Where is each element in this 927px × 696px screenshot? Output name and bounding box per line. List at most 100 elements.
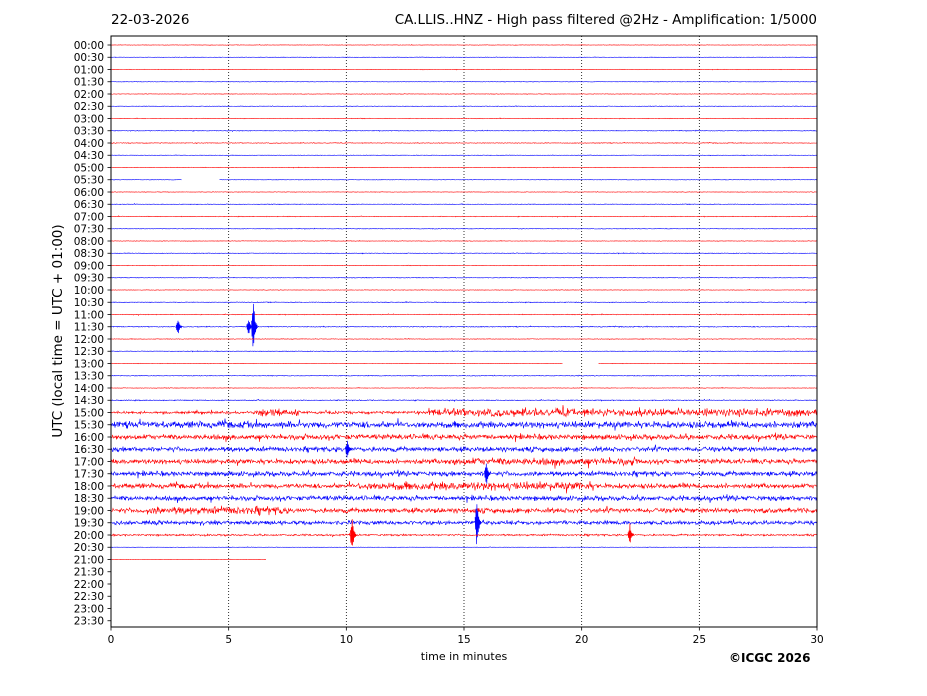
y-tick-label: 08:30	[74, 248, 104, 260]
trace-1230	[110, 350, 818, 353]
x-tick-label: 5	[225, 634, 232, 646]
trace-0400	[110, 141, 818, 144]
trace-1800	[110, 481, 818, 494]
trace-0530	[110, 179, 818, 181]
trace-1200	[110, 338, 818, 341]
trace-2100	[110, 558, 267, 561]
y-axis-label: UTC (local time = UTC + 01:00)	[50, 224, 66, 437]
chart-title: CA.LLIS..HNZ - High pass filtered @2Hz -…	[394, 12, 817, 28]
trace-0330	[110, 129, 818, 133]
trace-1600	[110, 432, 818, 443]
y-tick-label: 18:30	[74, 493, 104, 505]
y-tick-label: 18:00	[74, 481, 104, 493]
y-tick-label: 20:00	[74, 530, 104, 542]
y-tick-label: 10:30	[74, 297, 104, 309]
trace-2030	[110, 546, 818, 549]
y-tick-label: 14:00	[74, 383, 104, 395]
y-tick-label: 08:00	[74, 236, 104, 248]
trace-1100	[110, 313, 818, 316]
trace-2000	[110, 532, 818, 538]
trace-1830	[110, 493, 818, 503]
trace-1430	[110, 398, 818, 403]
trace-0100	[110, 68, 818, 71]
copyright-notice: ©ICGC 2026	[729, 651, 811, 665]
y-tick-label: 03:30	[74, 126, 104, 138]
y-tick-label: 05:00	[74, 162, 104, 174]
trace-1900	[110, 505, 818, 516]
trace-1000	[110, 288, 818, 291]
y-tick-label: 20:30	[74, 542, 104, 554]
seismic-traces	[110, 44, 818, 561]
plot-frame	[110, 35, 818, 628]
trace-0130	[110, 80, 818, 83]
trace-1700	[110, 455, 818, 469]
y-tick-label: 14:30	[74, 395, 104, 407]
y-tick-label: 12:00	[74, 334, 104, 346]
y-tick-label: 15:00	[74, 407, 104, 419]
trace-1300	[110, 362, 818, 365]
y-tick-label: 02:30	[74, 101, 104, 113]
trace-spike	[350, 519, 357, 546]
y-tick-label: 04:00	[74, 138, 104, 150]
y-tick-label: 10:00	[74, 285, 104, 297]
trace-0730	[110, 227, 818, 230]
trace-spike	[175, 320, 183, 334]
y-tick-label: 17:30	[74, 469, 104, 481]
y-tick-label: 15:30	[74, 420, 104, 432]
trace-0700	[110, 215, 818, 218]
y-tick-label: 00:30	[74, 52, 104, 64]
trace-0000	[110, 44, 818, 46]
trace-0800	[110, 240, 818, 242]
trace-0030	[110, 56, 818, 59]
y-tick-label: 13:30	[74, 371, 104, 383]
trace-0630	[110, 202, 818, 206]
y-tick-label: 11:30	[74, 322, 104, 334]
y-tick-label: 23:30	[74, 616, 104, 628]
x-axis-label: time in minutes	[421, 650, 508, 663]
trace-0930	[110, 276, 818, 279]
y-tick-label: 19:30	[74, 518, 104, 530]
trace-1330	[110, 374, 818, 377]
trace-0230	[110, 105, 818, 107]
y-tick-label: 06:00	[74, 187, 104, 199]
y-tick-label: 12:30	[74, 346, 104, 358]
y-tick-label: 09:30	[74, 273, 104, 285]
y-axis-ticks: 00:0000:3001:0001:3002:0002:3003:0003:30…	[74, 40, 111, 628]
y-tick-label: 02:00	[74, 89, 104, 101]
x-tick-label: 15	[457, 634, 470, 646]
y-tick-label: 11:00	[74, 309, 104, 321]
x-tick-label: 10	[340, 634, 353, 646]
y-tick-label: 19:00	[74, 505, 104, 517]
trace-0830	[110, 252, 818, 255]
vertical-gridlines	[228, 36, 700, 627]
y-tick-label: 21:30	[74, 567, 104, 579]
trace-spike	[474, 504, 482, 545]
x-tick-label: 25	[693, 634, 706, 646]
trace-0900	[110, 264, 818, 267]
y-tick-label: 07:30	[74, 224, 104, 236]
y-tick-label: 13:00	[74, 358, 104, 370]
trace-0600	[110, 191, 818, 193]
trace-1930	[110, 519, 818, 527]
y-tick-label: 17:00	[74, 456, 104, 468]
trace-0430	[110, 154, 818, 157]
y-tick-label: 07:00	[74, 211, 104, 223]
y-tick-label: 22:30	[74, 591, 104, 603]
trace-spike	[345, 440, 352, 458]
trace-1630	[110, 444, 818, 454]
y-tick-label: 01:00	[74, 64, 104, 76]
x-tick-label: 20	[575, 634, 588, 646]
trace-0500	[110, 166, 818, 169]
trace-1400	[110, 386, 818, 389]
trace-spike	[484, 463, 491, 484]
x-tick-label: 30	[810, 634, 823, 646]
trace-1130	[110, 325, 818, 328]
y-tick-label: 04:30	[74, 150, 104, 162]
trace-0300	[110, 117, 818, 120]
date-label: 22-03-2026	[111, 12, 190, 28]
y-tick-label: 22:00	[74, 579, 104, 591]
x-axis-ticks: 0 5 10 15 20 25 30	[108, 627, 824, 646]
y-tick-label: 06:30	[74, 199, 104, 211]
trace-spike	[251, 303, 258, 347]
